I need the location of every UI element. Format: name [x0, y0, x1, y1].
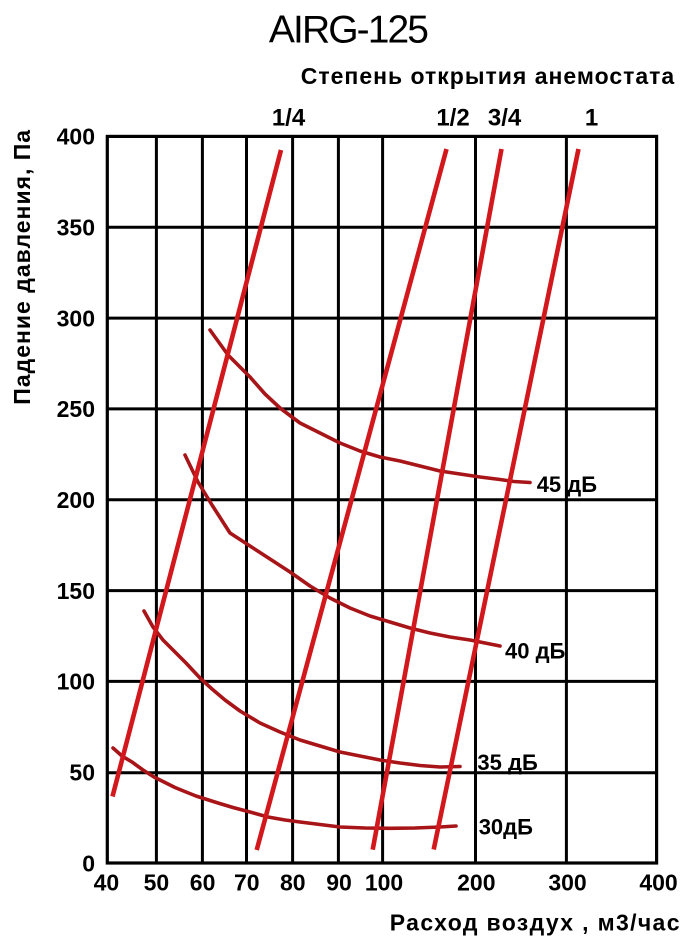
svg-text:90: 90 [326, 870, 352, 896]
svg-text:300: 300 [57, 305, 95, 331]
svg-text:70: 70 [234, 870, 260, 896]
svg-text:300: 300 [548, 870, 586, 896]
svg-text:35 дБ: 35 дБ [477, 750, 538, 775]
svg-text:350: 350 [57, 215, 95, 241]
svg-text:Падение давления, Па: Падение давления, Па [9, 129, 35, 405]
svg-text:400: 400 [639, 870, 677, 896]
svg-text:60: 60 [190, 870, 216, 896]
svg-text:Расход воздух , м3/час: Расход воздух , м3/час [390, 910, 681, 936]
svg-text:AIRG-125: AIRG-125 [269, 8, 428, 51]
svg-text:400: 400 [57, 124, 95, 150]
svg-text:50: 50 [69, 759, 95, 785]
svg-text:80: 80 [280, 870, 306, 896]
svg-text:100: 100 [57, 669, 95, 695]
svg-text:200: 200 [57, 487, 95, 513]
svg-text:1/2: 1/2 [436, 105, 469, 132]
svg-text:Степень открытия анемостата: Степень открытия анемостата [301, 63, 675, 89]
svg-text:3/4: 3/4 [488, 105, 522, 132]
svg-text:250: 250 [57, 396, 95, 422]
svg-text:150: 150 [57, 578, 95, 604]
svg-text:45 дБ: 45 дБ [537, 472, 598, 497]
svg-text:30дБ: 30дБ [479, 814, 533, 839]
svg-text:40 дБ: 40 дБ [505, 638, 566, 663]
svg-text:200: 200 [457, 870, 495, 896]
svg-text:100: 100 [365, 870, 403, 896]
svg-text:1: 1 [585, 105, 598, 132]
svg-text:0: 0 [82, 851, 95, 877]
svg-text:50: 50 [144, 870, 170, 896]
svg-text:1/4: 1/4 [272, 105, 306, 132]
svg-text:40: 40 [94, 870, 120, 896]
